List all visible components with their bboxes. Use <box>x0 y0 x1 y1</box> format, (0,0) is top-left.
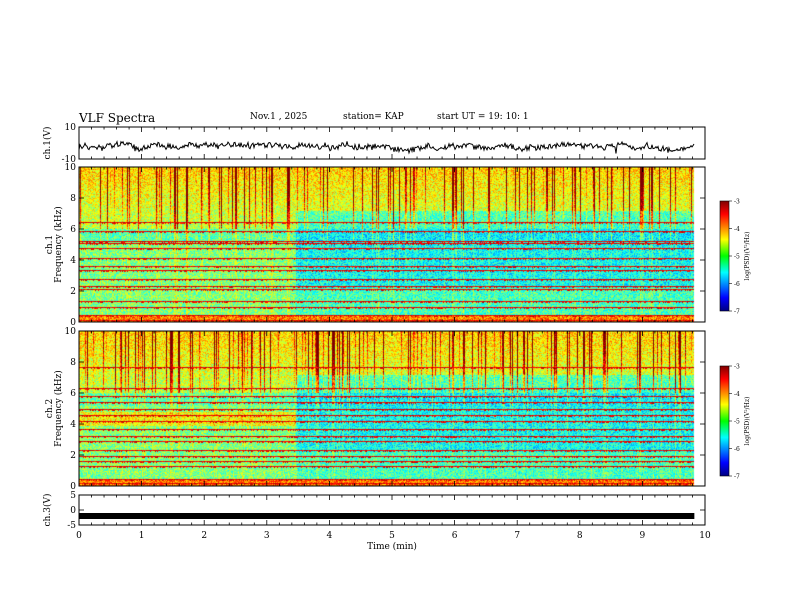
ch1-waveform-ytick--10: -10 <box>62 155 77 165</box>
ch2-spectrogram-cbar-label: log(PSD)(V²/Hz) <box>744 397 751 446</box>
station-label: station= KAP <box>343 112 404 122</box>
ch1-spectrogram-cbar-tick--5: -5 <box>734 254 740 261</box>
ch3-waveform-ytick--5: -5 <box>67 521 76 531</box>
ch1-spectrogram-cbar-tick--7: -7 <box>734 309 740 316</box>
xtick-10: 10 <box>699 531 711 541</box>
ch2-spectrogram-ylabel-freq: Frequency (kHz) <box>53 370 64 447</box>
xtick-7: 7 <box>514 531 520 541</box>
ch2-spectrogram-cbar-tick--6: -6 <box>734 446 740 453</box>
ch2-spectrogram-ytick-4: 4 <box>70 420 76 430</box>
ch2-spectrogram-ytick-10: 10 <box>65 327 77 337</box>
ch2-spectrogram-cbar-tick--3: -3 <box>734 364 740 371</box>
ch3-waveform-ylabel: ch.3(V) <box>42 494 53 527</box>
xtick-9: 9 <box>640 531 646 541</box>
ch2-spectrogram-colorbar <box>719 365 730 477</box>
ch1-spectrogram-ytick-8: 8 <box>70 194 76 204</box>
ch1-spectrogram-cbar-tick--3: -3 <box>734 199 740 206</box>
ch1-spectrogram-cbar-tick--4: -4 <box>734 226 740 233</box>
ch2-spectrogram-cbar-tick--7: -7 <box>734 474 740 481</box>
xtick-3: 3 <box>264 531 270 541</box>
ch1-spectrogram-cbar-label: log(PSD)(V²/Hz) <box>744 232 751 281</box>
ch1-spectrogram-ytick-0: 0 <box>70 318 76 328</box>
xtick-5: 5 <box>389 531 395 541</box>
ch1-waveform-ytick-10: 10 <box>65 123 77 133</box>
ch2-spectrogram-cbar-tick--4: -4 <box>734 391 740 398</box>
ch1-spectrogram-ytick-10: 10 <box>65 163 77 173</box>
x-axis-label: Time (min) <box>367 541 417 552</box>
ch1-waveform-ylabel: ch.1(V) <box>42 127 53 160</box>
ch1-waveform-line <box>78 140 695 155</box>
xtick-8: 8 <box>577 531 583 541</box>
xtick-6: 6 <box>452 531 458 541</box>
ch1-spectrogram-ytick-2: 2 <box>70 287 76 297</box>
xtick-4: 4 <box>327 531 333 541</box>
xtick-1: 1 <box>139 531 145 541</box>
ch3-waveform-ytick-0: 0 <box>70 506 76 516</box>
ch2-spectrogram-ytick-2: 2 <box>70 451 76 461</box>
ch3-waveform-line <box>79 513 695 519</box>
ch1-spectrogram-ylabel-channel: ch.1 <box>45 235 55 254</box>
ch1-spectrogram-ytick-4: 4 <box>70 256 76 266</box>
ch2-spectrogram-ylabel-channel: ch.2 <box>45 399 55 418</box>
start-time-label: start UT = 19: 10: 1 <box>437 112 529 122</box>
ch1-spectrogram-ytick-6: 6 <box>70 225 76 235</box>
ch2-spectrogram-cbar-tick--5: -5 <box>734 419 740 426</box>
ch1-spectrogram-image <box>79 167 705 322</box>
ch2-spectrogram-ytick-8: 8 <box>70 358 76 368</box>
xtick-2: 2 <box>201 531 207 541</box>
date-label: Nov.1 , 2025 <box>250 112 308 122</box>
chart-title: VLF Spectra <box>79 111 156 125</box>
ch3-waveform-ytick-5: 5 <box>70 491 76 501</box>
ch2-spectrogram-ytick-0: 0 <box>70 482 76 492</box>
ch2-spectrogram-image <box>79 331 705 486</box>
ch2-spectrogram-ytick-6: 6 <box>70 389 76 399</box>
ch1-spectrogram-cbar-tick--6: -6 <box>734 281 740 288</box>
xtick-0: 0 <box>76 531 82 541</box>
ch1-spectrogram-colorbar <box>719 200 730 312</box>
ch1-spectrogram-ylabel-freq: Frequency (kHz) <box>53 206 64 283</box>
